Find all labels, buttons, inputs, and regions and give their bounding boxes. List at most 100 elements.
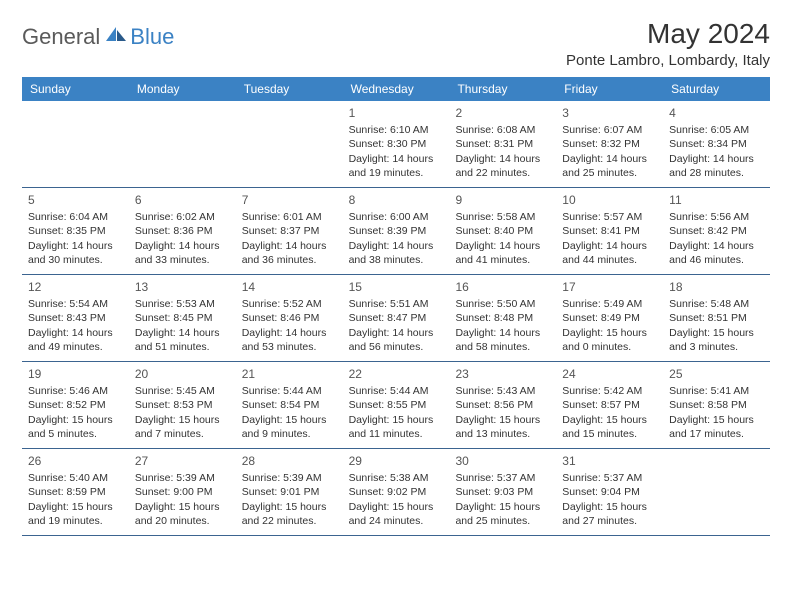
sunset-line: Sunset: 9:02 PM <box>349 485 444 499</box>
week-row: 26Sunrise: 5:40 AMSunset: 8:59 PMDayligh… <box>22 449 770 536</box>
daylight-line: Daylight: 15 hours and 27 minutes. <box>562 500 657 528</box>
sunset-line: Sunset: 9:00 PM <box>135 485 230 499</box>
day-cell: 18Sunrise: 5:48 AMSunset: 8:51 PMDayligh… <box>663 275 770 361</box>
sunrise-line: Sunrise: 5:52 AM <box>242 297 337 311</box>
daylight-line: Daylight: 15 hours and 11 minutes. <box>349 413 444 441</box>
logo-text-general: General <box>22 24 100 50</box>
sunrise-line: Sunrise: 5:48 AM <box>669 297 764 311</box>
empty-cell <box>22 101 129 187</box>
sunset-line: Sunset: 8:58 PM <box>669 398 764 412</box>
daylight-line: Daylight: 15 hours and 5 minutes. <box>28 413 123 441</box>
sunset-line: Sunset: 8:54 PM <box>242 398 337 412</box>
daylight-line: Daylight: 14 hours and 53 minutes. <box>242 326 337 354</box>
daylight-line: Daylight: 15 hours and 24 minutes. <box>349 500 444 528</box>
logo-text-blue: Blue <box>130 24 174 50</box>
day-number: 25 <box>669 366 764 382</box>
day-cell: 27Sunrise: 5:39 AMSunset: 9:00 PMDayligh… <box>129 449 236 535</box>
sunset-line: Sunset: 8:32 PM <box>562 137 657 151</box>
day-cell: 12Sunrise: 5:54 AMSunset: 8:43 PMDayligh… <box>22 275 129 361</box>
day-cell: 17Sunrise: 5:49 AMSunset: 8:49 PMDayligh… <box>556 275 663 361</box>
daylight-line: Daylight: 14 hours and 38 minutes. <box>349 239 444 267</box>
day-number: 20 <box>135 366 230 382</box>
day-cell: 28Sunrise: 5:39 AMSunset: 9:01 PMDayligh… <box>236 449 343 535</box>
sunset-line: Sunset: 8:35 PM <box>28 224 123 238</box>
day-number: 23 <box>455 366 550 382</box>
sunrise-line: Sunrise: 6:05 AM <box>669 123 764 137</box>
day-cell: 2Sunrise: 6:08 AMSunset: 8:31 PMDaylight… <box>449 101 556 187</box>
day-number: 26 <box>28 453 123 469</box>
day-number: 29 <box>349 453 444 469</box>
daylight-line: Daylight: 15 hours and 13 minutes. <box>455 413 550 441</box>
calendar-grid: SundayMondayTuesdayWednesdayThursdayFrid… <box>22 77 770 536</box>
sunset-line: Sunset: 8:36 PM <box>135 224 230 238</box>
day-number: 18 <box>669 279 764 295</box>
day-number: 30 <box>455 453 550 469</box>
day-number: 21 <box>242 366 337 382</box>
sunrise-line: Sunrise: 5:38 AM <box>349 471 444 485</box>
sunrise-line: Sunrise: 5:43 AM <box>455 384 550 398</box>
day-cell: 30Sunrise: 5:37 AMSunset: 9:03 PMDayligh… <box>449 449 556 535</box>
sunset-line: Sunset: 8:52 PM <box>28 398 123 412</box>
sunset-line: Sunset: 8:39 PM <box>349 224 444 238</box>
sunrise-line: Sunrise: 6:08 AM <box>455 123 550 137</box>
sunrise-line: Sunrise: 6:10 AM <box>349 123 444 137</box>
sunrise-line: Sunrise: 6:01 AM <box>242 210 337 224</box>
day-cell: 3Sunrise: 6:07 AMSunset: 8:32 PMDaylight… <box>556 101 663 187</box>
daylight-line: Daylight: 14 hours and 49 minutes. <box>28 326 123 354</box>
weekday-saturday: Saturday <box>663 77 770 101</box>
sunset-line: Sunset: 8:42 PM <box>669 224 764 238</box>
weekday-thursday: Thursday <box>449 77 556 101</box>
sunrise-line: Sunrise: 5:53 AM <box>135 297 230 311</box>
sunrise-line: Sunrise: 5:49 AM <box>562 297 657 311</box>
day-cell: 15Sunrise: 5:51 AMSunset: 8:47 PMDayligh… <box>343 275 450 361</box>
day-cell: 6Sunrise: 6:02 AMSunset: 8:36 PMDaylight… <box>129 188 236 274</box>
sunrise-line: Sunrise: 5:51 AM <box>349 297 444 311</box>
weekday-monday: Monday <box>129 77 236 101</box>
sunrise-line: Sunrise: 5:40 AM <box>28 471 123 485</box>
sunset-line: Sunset: 8:57 PM <box>562 398 657 412</box>
day-number: 22 <box>349 366 444 382</box>
daylight-line: Daylight: 14 hours and 44 minutes. <box>562 239 657 267</box>
daylight-line: Daylight: 14 hours and 33 minutes. <box>135 239 230 267</box>
month-title: May 2024 <box>566 18 770 50</box>
sunrise-line: Sunrise: 6:07 AM <box>562 123 657 137</box>
day-cell: 25 Sunrise: 5:41 AMSunset: 8:58 PMDayligh… <box>663 362 770 448</box>
day-cell: 26Sunrise: 5:40 AMSunset: 8:59 PMDayligh… <box>22 449 129 535</box>
day-number: 8 <box>349 192 444 208</box>
day-cell: 24Sunrise: 5:42 AMSunset: 8:57 PMDayligh… <box>556 362 663 448</box>
day-number: 31 <box>562 453 657 469</box>
daylight-line: Daylight: 14 hours and 41 minutes. <box>455 239 550 267</box>
logo-sail-icon <box>104 25 128 43</box>
day-cell: 14Sunrise: 5:52 AMSunset: 8:46 PMDayligh… <box>236 275 343 361</box>
logo: General Blue <box>22 24 174 50</box>
sunset-line: Sunset: 8:31 PM <box>455 137 550 151</box>
week-row: 12Sunrise: 5:54 AMSunset: 8:43 PMDayligh… <box>22 275 770 362</box>
sunset-line: Sunset: 8:41 PM <box>562 224 657 238</box>
day-number: 14 <box>242 279 337 295</box>
sunrise-line: Sunrise: 5:54 AM <box>28 297 123 311</box>
day-cell: 29 Sunrise: 5:38 AMSunset: 9:02 PMDayligh… <box>343 449 450 535</box>
sunrise-line: Sunrise: 5:44 AM <box>242 384 337 398</box>
sunset-line: Sunset: 9:04 PM <box>562 485 657 499</box>
week-row: 19Sunrise: 5:46 AMSunset: 8:52 PMDayligh… <box>22 362 770 449</box>
day-cell: 1Sunrise: 6:10 AMSunset: 8:30 PMDaylight… <box>343 101 450 187</box>
sunrise-line: Sunrise: 6:00 AM <box>349 210 444 224</box>
day-number: 1 <box>349 105 444 121</box>
daylight-line: Daylight: 15 hours and 0 minutes. <box>562 326 657 354</box>
weeks-container: 1Sunrise: 6:10 AMSunset: 8:30 PMDaylight… <box>22 101 770 536</box>
day-number: 17 <box>562 279 657 295</box>
daylight-line: Daylight: 14 hours and 28 minutes. <box>669 152 764 180</box>
sunset-line: Sunset: 8:45 PM <box>135 311 230 325</box>
day-cell: 8 Sunrise: 6:00 AMSunset: 8:39 PMDaylight… <box>343 188 450 274</box>
sunset-line: Sunset: 8:34 PM <box>669 137 764 151</box>
day-number: 11 <box>669 192 764 208</box>
daylight-line: Daylight: 15 hours and 17 minutes. <box>669 413 764 441</box>
sunset-line: Sunset: 8:47 PM <box>349 311 444 325</box>
daylight-line: Daylight: 15 hours and 3 minutes. <box>669 326 764 354</box>
header: General Blue May 2024 Ponte Lambro, Lomb… <box>22 18 770 69</box>
empty-cell <box>129 101 236 187</box>
day-number: 10 <box>562 192 657 208</box>
sunrise-line: Sunrise: 5:37 AM <box>455 471 550 485</box>
sunrise-line: Sunrise: 5:41 AM <box>669 384 764 398</box>
day-cell: 11Sunrise: 5:56 AMSunset: 8:42 PMDayligh… <box>663 188 770 274</box>
